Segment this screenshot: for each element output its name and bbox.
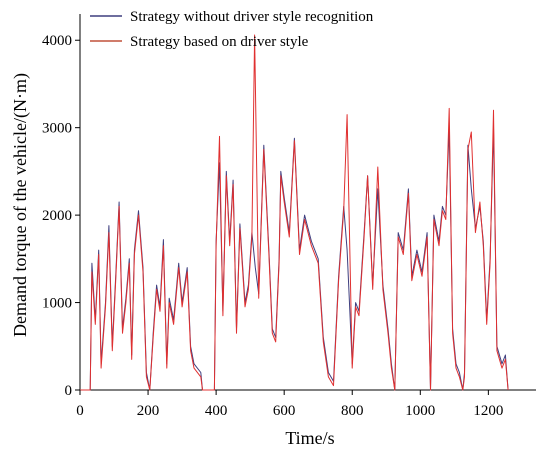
x-tick-label: 400 bbox=[205, 403, 228, 419]
y-ticks: 0 1000 2000 3000 4000 bbox=[42, 33, 80, 399]
series-line-2 bbox=[80, 34, 509, 391]
legend: Strategy without driver style recognitio… bbox=[90, 9, 374, 50]
y-tick-label: 2000 bbox=[42, 208, 72, 224]
y-tick-label: 0 bbox=[65, 383, 73, 399]
x-tick-label: 200 bbox=[137, 403, 160, 419]
y-tick-label: 3000 bbox=[42, 121, 72, 137]
x-ticks: 0 200 400 600 800 1000 1200 bbox=[76, 390, 503, 419]
y-tick-label: 4000 bbox=[42, 33, 72, 49]
x-tick-label: 1200 bbox=[473, 403, 503, 419]
y-tick-label: 1000 bbox=[42, 296, 72, 312]
x-tick-label: 600 bbox=[273, 403, 296, 419]
series-line-1 bbox=[80, 127, 509, 391]
x-tick-label: 800 bbox=[341, 403, 364, 419]
x-tick-label: 0 bbox=[76, 403, 84, 419]
series-layer bbox=[80, 34, 509, 391]
x-tick-label: 1000 bbox=[405, 403, 435, 419]
x-axis-label: Time/s bbox=[285, 428, 334, 448]
y-axis-label: Demand torque of the vehicle/(N·m) bbox=[10, 73, 31, 337]
legend-label-series-1: Strategy without driver style recognitio… bbox=[130, 9, 374, 25]
legend-label-series-2: Strategy based on driver style bbox=[130, 34, 309, 50]
